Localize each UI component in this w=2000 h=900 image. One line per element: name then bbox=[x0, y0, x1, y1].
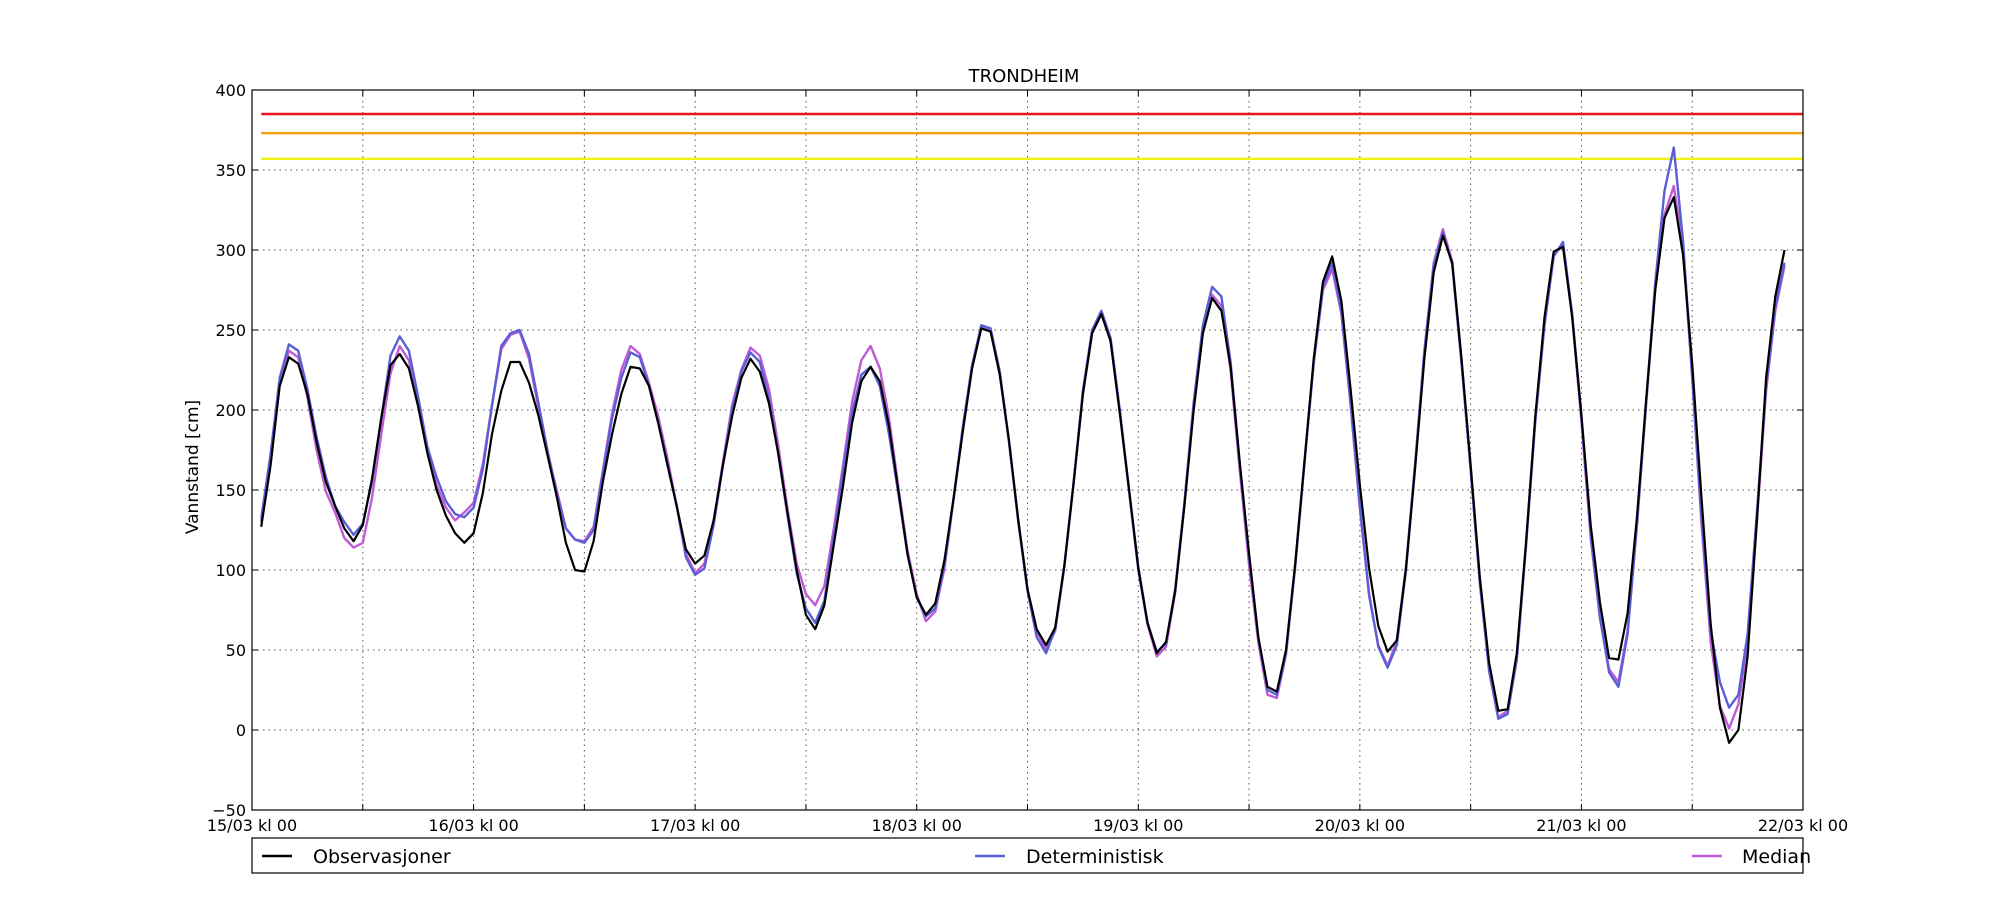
gridlines bbox=[252, 90, 1803, 810]
y-tick-label: 350 bbox=[215, 161, 246, 180]
y-axis-ticks: 400 350 300 250 200 150 100 50 0 −50 bbox=[212, 81, 1803, 820]
threshold-lines bbox=[261, 112, 1803, 161]
x-tick-label: 21/03 kl 00 bbox=[1536, 816, 1626, 835]
y-tick-label: 150 bbox=[215, 481, 246, 500]
y-tick-label: 250 bbox=[215, 321, 246, 340]
x-tick-label: 18/03 kl 00 bbox=[872, 816, 962, 835]
x-tick-label: 20/03 kl 00 bbox=[1315, 816, 1405, 835]
y-tick-label: 300 bbox=[215, 241, 246, 260]
y-tick-label: 400 bbox=[215, 81, 246, 100]
legend-label: Median bbox=[1742, 846, 1811, 868]
x-tick-label: 16/03 kl 00 bbox=[428, 816, 518, 835]
series-line-deterministisk bbox=[260, 146, 1786, 720]
y-tick-label: 100 bbox=[215, 561, 246, 580]
series-line-median bbox=[260, 184, 1786, 730]
x-tick-label: 17/03 kl 00 bbox=[650, 816, 740, 835]
legend-label: Observasjoner bbox=[313, 846, 451, 868]
chart-title: TRONDHEIM bbox=[968, 66, 1080, 87]
y-tick-label: 200 bbox=[215, 401, 246, 420]
series-line-observasjoner bbox=[260, 196, 1786, 744]
y-tick-label: −50 bbox=[212, 801, 246, 820]
legend-box bbox=[251, 837, 1804, 874]
y-tick-label: 50 bbox=[226, 641, 246, 660]
legend: Observasjoner Deterministisk Median bbox=[251, 837, 1811, 874]
y-axis-label: Vannstand [cm] bbox=[183, 400, 203, 534]
legend-label: Deterministisk bbox=[1026, 846, 1164, 868]
x-tick-label: 15/03 kl 00 bbox=[207, 816, 297, 835]
x-axis-ticks: 15/03 kl 00 16/03 kl 00 17/03 kl 00 18/03 k… bbox=[207, 90, 1848, 835]
x-tick-label: 19/03 kl 00 bbox=[1093, 816, 1183, 835]
x-tick-label: 22/03 kl 00 bbox=[1758, 816, 1848, 835]
series-lines bbox=[260, 146, 1786, 744]
y-tick-label: 0 bbox=[236, 721, 246, 740]
